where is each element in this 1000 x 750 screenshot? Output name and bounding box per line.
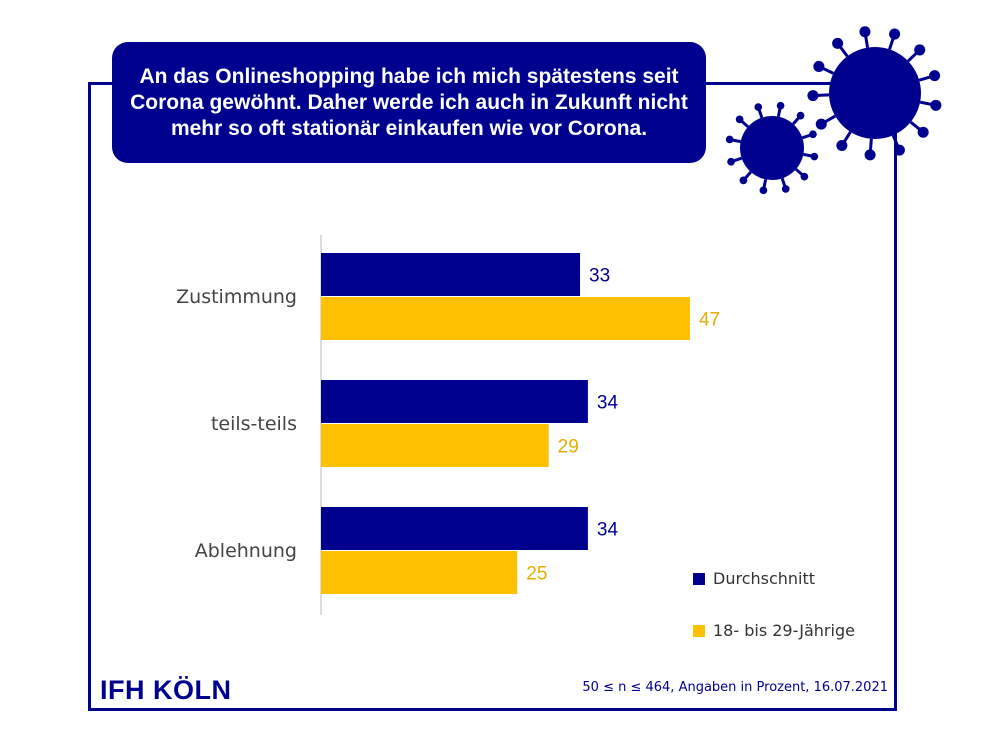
bar (321, 297, 690, 340)
footnote: 50 ≤ n ≤ 464, Angaben in Prozent, 16.07.… (582, 680, 888, 695)
virus-spike-tip (754, 103, 763, 111)
bar (321, 507, 588, 550)
legend-label: Durchschnitt (713, 569, 816, 588)
virus-spike-tip (813, 60, 825, 72)
virus-spike-tip (836, 140, 848, 152)
virus-small-icon (725, 101, 819, 195)
virus-spike-tip (725, 135, 734, 144)
ifh-logo: IFH KÖLN (100, 675, 232, 705)
data-label: 33 (589, 266, 610, 287)
virus-spike-tip (759, 186, 768, 195)
virus-spike-tip (727, 157, 735, 166)
virus-spike-tip (810, 152, 819, 161)
data-label: 25 (526, 564, 547, 585)
bar (321, 551, 518, 594)
virus-spike-tip (917, 126, 929, 138)
virus-spike-tip (859, 26, 871, 38)
virus-spike-tip (800, 172, 809, 181)
virus-spike-tip (781, 185, 790, 193)
bar (321, 380, 588, 423)
virus-spike-tip (796, 111, 805, 120)
legend-swatch (693, 624, 705, 637)
data-label: 34 (597, 393, 619, 414)
data-label: 47 (699, 310, 720, 331)
virus-body (740, 116, 804, 180)
legend-swatch (693, 572, 705, 585)
data-label: 29 (558, 437, 579, 458)
legend-label: 18- bis 29-Jährige (713, 621, 855, 640)
virus-spike-tip (815, 118, 827, 130)
virus-spike-tip (914, 44, 926, 56)
chart-title: An das Onlineshopping habe ich mich spät… (112, 42, 706, 163)
virus-spike-tip (930, 99, 942, 111)
category-label: Zustimmung (176, 286, 297, 308)
legend-item-18-29: 18- bis 29-Jährige (693, 621, 855, 640)
bar (321, 253, 581, 296)
virus-icon (725, 26, 942, 195)
virus-spike-tip (864, 149, 876, 161)
virus-spike-tip (832, 37, 844, 49)
virus-spike-tip (889, 28, 901, 40)
category-label: teils-teils (211, 413, 297, 435)
virus-spike-tip (807, 90, 819, 102)
virus-spike-tip (929, 70, 941, 82)
virus-spike-tip (776, 101, 785, 110)
virus-spike-tip (735, 115, 744, 124)
category-label: Ablehnung (195, 540, 297, 562)
legend-item-durchschnitt: Durchschnitt (693, 569, 815, 588)
virus-body (829, 47, 921, 139)
virus-spike-tip (739, 176, 748, 185)
bar (321, 424, 549, 467)
data-label: 34 (597, 520, 619, 541)
virus-large-icon (807, 26, 942, 161)
virus-spike-tip (809, 130, 817, 139)
virus-spike-tip (893, 144, 905, 156)
